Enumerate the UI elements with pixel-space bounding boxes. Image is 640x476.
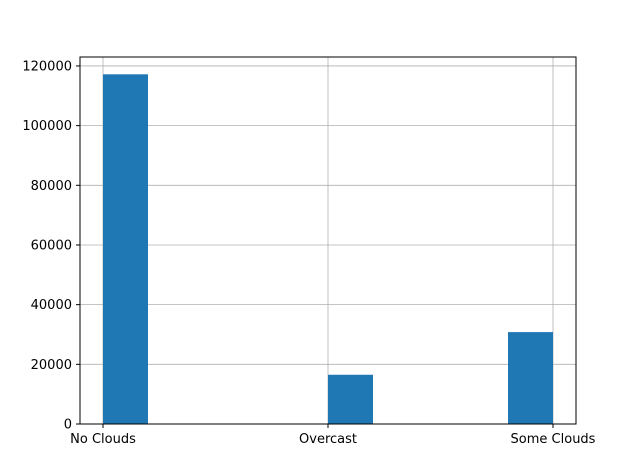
y-tick-label: 20000 xyxy=(31,358,72,373)
y-tick-label: 80000 xyxy=(31,179,72,194)
y-tick-label: 40000 xyxy=(31,298,72,313)
axis-ticks xyxy=(76,65,554,428)
y-tick-label: 0 xyxy=(64,418,72,433)
tick-labels: 0 20000 40000 60000 80000 100000 120000 No Clou… xyxy=(22,59,595,447)
grid-lines xyxy=(80,57,576,425)
x-tick-label: Some Clouds xyxy=(511,432,596,447)
y-tick-label: 100000 xyxy=(22,119,72,134)
y-tick-label: 60000 xyxy=(31,238,72,253)
y-tick-label: 120000 xyxy=(22,59,72,74)
bar-some-clouds xyxy=(508,332,553,424)
bar-overcast xyxy=(328,374,373,424)
bar-no-clouds xyxy=(103,74,148,424)
x-tick-label: Overcast xyxy=(299,432,357,447)
x-tick-label: No Clouds xyxy=(70,432,136,447)
bars xyxy=(103,74,553,424)
